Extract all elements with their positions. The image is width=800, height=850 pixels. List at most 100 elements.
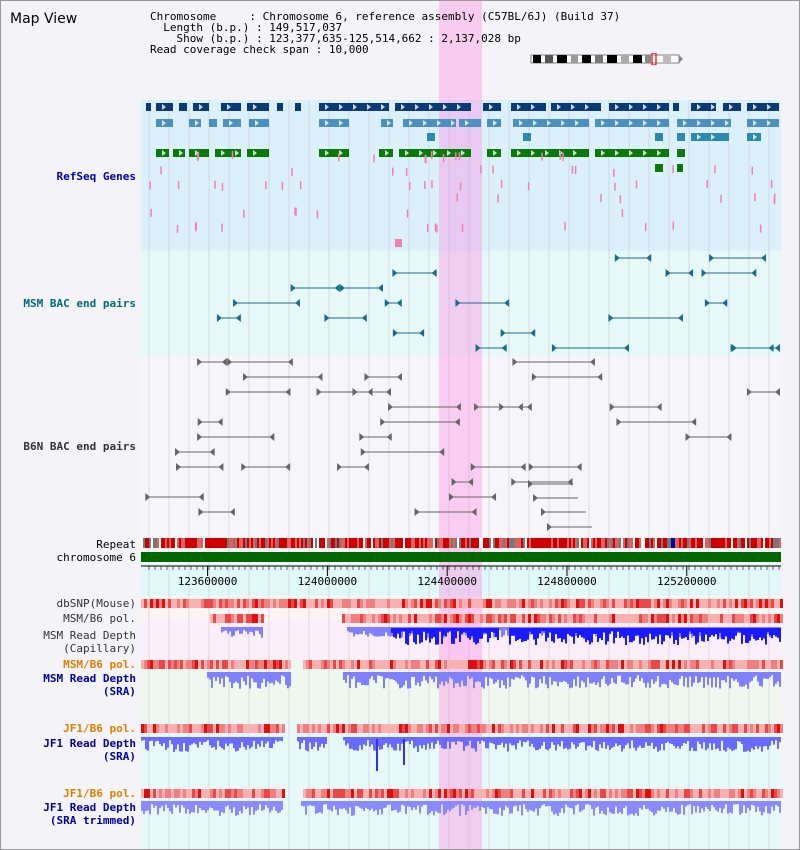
capillary-depth-bar (419, 628, 421, 644)
msm-sra-depth-bar (457, 672, 459, 684)
jf1-sra-depth-bar (717, 737, 719, 749)
refseq-transcript (759, 224, 762, 233)
msm-pol-cell (645, 614, 648, 623)
dbsnp-cell (750, 599, 753, 608)
msm-sra-depth-bar (367, 672, 369, 686)
jf1-pol-cell (516, 724, 519, 733)
msm-sra-depth-bar (355, 672, 357, 688)
jf1-pol-cell (405, 789, 408, 798)
refseq-transcript (408, 181, 411, 190)
repeat-segment (363, 538, 365, 548)
track-label-msm-b6-pol[interactable]: MSM/B6 pol. (63, 612, 136, 625)
msm-sra-depth-bar (359, 672, 361, 683)
track-label-jf1-sra[interactable]: JF1 Read Depth (SRA) (43, 737, 136, 763)
track-label-jf1-sra-trimmed[interactable]: JF1 Read Depth (SRA trimmed) (43, 801, 136, 827)
msm-pol-cell (483, 614, 486, 623)
repeat-segment (313, 538, 315, 548)
jf1-trimmed-depth-bar (445, 801, 447, 814)
capillary-depth-bar (427, 628, 429, 634)
jf1-pol-cell (501, 789, 504, 798)
dbsnp-cell (153, 599, 156, 608)
jf1-sra-depth-bar (307, 737, 309, 752)
msm-sra-depth-bar (669, 672, 671, 680)
jf1-trimmed-depth-bar (307, 801, 309, 806)
track-label-msm-sra[interactable]: MSM Read Depth (SRA) (43, 672, 136, 698)
strand-arrow (465, 120, 469, 126)
track-label-repeat[interactable]: Repeat (96, 538, 136, 551)
msm-sra-depth-bar (345, 672, 347, 683)
msm-sra-depth-bar (237, 672, 239, 684)
dbsnp-cell (606, 599, 609, 608)
refseq-transcript (600, 194, 602, 203)
jf1-trimmed-depth-bar (243, 801, 245, 806)
ruler-tick-label: 125200000 (657, 575, 717, 588)
dbsnp-cell (585, 599, 588, 608)
msm-pol-cell (348, 660, 351, 669)
chromosome-ideogram[interactable] (529, 53, 684, 65)
capillary-depth-bar (409, 628, 411, 634)
dbsnp-cell (675, 599, 678, 608)
msm-sra-depth-bar (261, 672, 263, 683)
dbsnp-cell (426, 599, 429, 608)
jf1-sra-depth-bar (753, 737, 755, 750)
repeat-segment (165, 538, 167, 548)
b6n-bac-pair-end (470, 463, 476, 471)
msm-pol-cell (144, 660, 147, 669)
dbsnp-cell (651, 599, 654, 608)
info-chromosome-key: Chromosome (150, 10, 217, 23)
repeat-segment (667, 538, 669, 548)
msm-sra-depth-bar (245, 672, 247, 686)
track-label-refseq[interactable]: RefSeq Genes (56, 170, 136, 183)
track-label-b6n-bac[interactable]: B6N BAC end pairs (23, 440, 136, 453)
jf1-sra-depth-bar (461, 737, 463, 742)
dbsnp-cell (756, 599, 759, 608)
msm-sra-depth-bar (579, 672, 581, 688)
refseq-transcript (635, 180, 638, 189)
jf1-pol-cell (453, 724, 456, 733)
b6n-bac-pair-end (225, 388, 231, 396)
jf1-trimmed-depth-bar (187, 801, 189, 810)
jf1-pol-cell (243, 789, 246, 798)
msm-sra-depth-bar (421, 672, 423, 682)
msm-pol-cell (405, 660, 408, 669)
jf1-pol-cell (549, 724, 552, 733)
msm-bac-pair-end (294, 299, 300, 307)
jf1-pol-cell (249, 724, 252, 733)
track-label-msm-capillary[interactable]: MSM Read Depth (Capillary) (43, 629, 136, 655)
strand-arrow (457, 104, 461, 110)
jf1-pol-cell (246, 724, 249, 733)
repeat-segment (255, 538, 257, 548)
dbsnp-cell (753, 599, 756, 608)
chromosome-bar (141, 552, 781, 562)
capillary-depth-bar (423, 628, 425, 632)
msm-pol-cell (399, 660, 402, 669)
jf1-trimmed-depth-bar (715, 801, 717, 810)
repeat-segment (765, 538, 767, 548)
jf1-pol-cell (336, 724, 339, 733)
repeat-segment (555, 538, 557, 548)
repeat-segment (627, 538, 629, 548)
jf1-sra-depth-bar (515, 737, 517, 750)
repeat-segment (361, 538, 363, 548)
track-label-msm-b6-pol-2[interactable]: MSM/B6 pol. (63, 658, 136, 671)
capillary-depth-bar (601, 628, 603, 641)
repeat-segment (757, 538, 759, 548)
track-label-jf1-b6-pol-2[interactable]: JF1/B6 pol. (63, 787, 136, 800)
jf1-sra-depth-bar (503, 737, 505, 748)
refseq-transcript (770, 179, 773, 188)
jf1-sra-depth-bar (315, 737, 317, 743)
dbsnp-cell (237, 599, 240, 608)
track-label-msm-bac[interactable]: MSM BAC end pairs (23, 297, 136, 310)
strand-arrow (629, 150, 633, 156)
jf1-pol-cell (561, 724, 564, 733)
msm-pol-cell (240, 614, 243, 623)
track-label-jf1-b6-pol[interactable]: JF1/B6 pol. (63, 722, 136, 735)
msm-sra-depth-bar (413, 672, 415, 678)
track-label-dbsnp[interactable]: dbSNP(Mouse) (56, 597, 136, 610)
msm-pol-cell (627, 614, 630, 623)
jf1-pol-cell (681, 789, 684, 798)
ruler-tick-label: 124000000 (298, 575, 358, 588)
capillary-depth-bar (459, 628, 461, 643)
jf1-pol-cell (669, 789, 672, 798)
jf1-trimmed-depth-bar (435, 801, 437, 812)
